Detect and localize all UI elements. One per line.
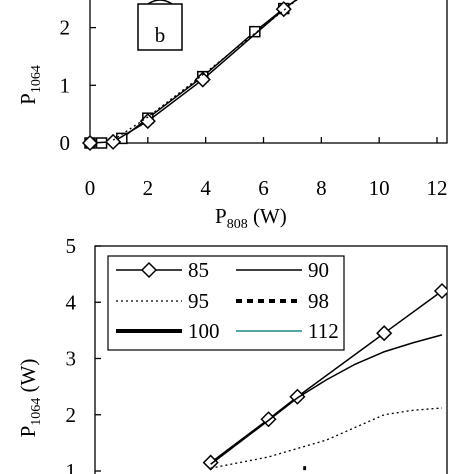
y-tick-label: 1 [66,459,77,474]
plot-area-top [89,0,448,144]
x-tick-label: 10 [369,176,390,200]
y-tick-label: 5 [66,234,77,258]
data-point [105,133,122,150]
series-line-90 [210,334,443,465]
legend: 85 90 95 98 100 112 [107,255,345,351]
series-line-95 [210,407,443,469]
legend-marker-85 [140,261,158,279]
y-tick-label: 2 [66,403,77,427]
y-tick-label: 3 [66,347,77,371]
data-point [194,71,211,88]
x-tick-label: 8 [316,176,327,200]
series-group [202,282,447,471]
y-axis-label-bottom: P1064 (W) [16,359,44,438]
data-point-85 [433,282,447,300]
legend-label-85: 85 [188,258,209,282]
data-point-85 [376,325,393,342]
x-tick-label: 4 [200,176,211,200]
data-point [249,25,261,38]
panel-label: b [155,23,166,47]
x-tick-label: 0 [85,176,96,200]
panel-label-box [137,3,183,51]
data-point [81,134,99,152]
y-tick-label: 2 [60,16,71,40]
data-point-85 [202,454,219,471]
y-tick-label: 0 [60,131,71,155]
plot-area-bottom [94,245,448,474]
x-axis-label: P808 (W) [215,204,287,232]
y-tick-label: 4 [66,290,77,314]
y-axis-label-top: P1064 [16,65,44,105]
panel-label-box-top [147,0,173,5]
legend-label-100: 100 [188,319,220,343]
legend-label-112: 112 [308,319,339,343]
data-point [139,113,156,130]
chart-panel-bottom: 1 2 3 4 5 85 90 95 98 100 112 [66,234,448,474]
x-tick-label: 12 [427,176,448,200]
x-tick-label: 2 [143,176,154,200]
legend-label-95: 95 [188,289,209,313]
x-tick-label: 6 [258,176,269,200]
y-tick-label: 1 [60,73,71,97]
legend-label-98: 98 [308,289,329,313]
legend-label-90: 90 [308,258,329,282]
